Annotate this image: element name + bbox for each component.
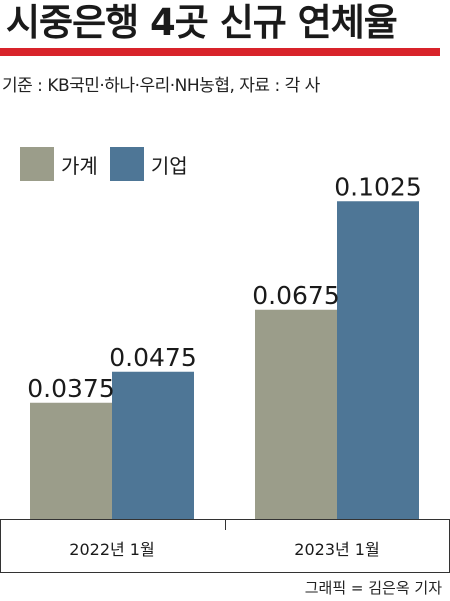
data-label-household-2: 0.0675 [252,281,339,310]
chart-subtitle: 기준 : KB국민·하나·우리·NH농협, 자료 : 각 사 [2,76,320,96]
x-tick-label-2: 2023년 1월 [294,540,379,559]
bar-household-2 [255,309,337,519]
legend-label-household: 가계 [61,153,98,178]
bar-corporate-2 [337,201,419,519]
legend-item-household: 가계 [20,147,98,181]
chart-title: 시중은행 4곳 신규 연체율 [6,1,398,44]
data-label-corporate-2: 0.1025 [334,172,421,201]
legend: 가계 기업 [20,146,200,182]
bar-corporate-1 [112,371,194,519]
legend-item-corporate: 기업 [109,147,188,181]
data-label-household-1: 0.0375 [27,374,114,403]
legend-swatch-corporate [109,147,144,181]
title-underline [0,48,440,56]
graphic-credit: 그래픽 = 김은옥 기자 [304,579,442,597]
x-tick-label-1: 2022년 1월 [69,540,154,559]
bars-layer [30,201,419,519]
data-label-corporate-1: 0.0475 [109,343,196,372]
x-axis: 2022년 1월 2023년 1월 [0,519,450,573]
legend-label-corporate: 기업 [150,153,188,178]
legend-swatch-household [20,147,54,181]
bar-household-1 [30,402,112,519]
